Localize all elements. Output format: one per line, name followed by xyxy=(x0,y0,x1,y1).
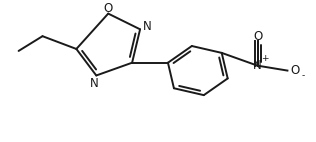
Text: -: - xyxy=(302,71,305,80)
Text: O: O xyxy=(253,30,262,43)
Text: N: N xyxy=(253,59,262,72)
Text: O: O xyxy=(291,64,300,77)
Text: N: N xyxy=(90,77,99,90)
Text: +: + xyxy=(261,54,268,63)
Text: O: O xyxy=(104,2,113,15)
Text: N: N xyxy=(143,20,151,33)
